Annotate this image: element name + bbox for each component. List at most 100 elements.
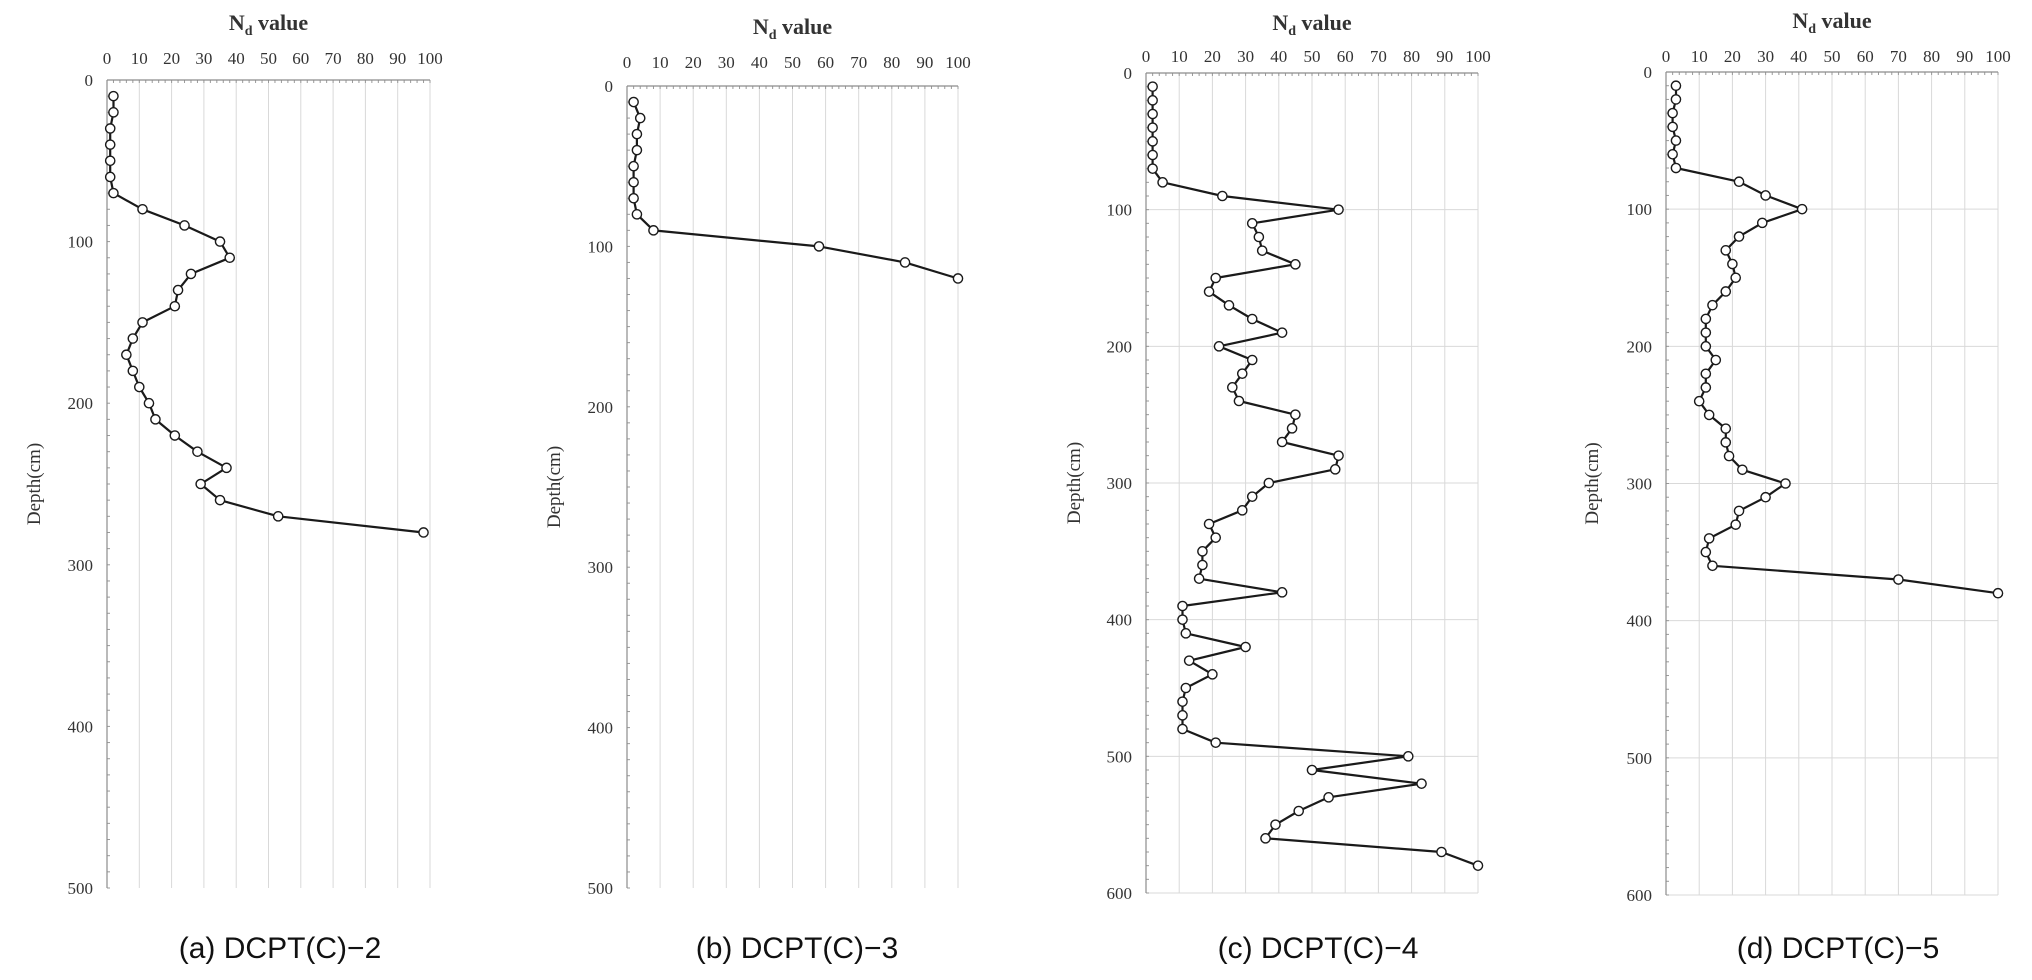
panel-caption: (b) DCPT(C)−3 xyxy=(696,932,899,965)
data-point xyxy=(1693,395,1705,407)
x-tick-label: 100 xyxy=(1465,47,1491,66)
x-axis-title-main: N xyxy=(753,14,769,39)
panel-c: 0 10 20 30 40 50 60 70 80 90 100 0 100 200 300 400 500 60… xyxy=(1064,10,1491,965)
data-point xyxy=(214,236,226,247)
y-tick-label: 0 xyxy=(1124,64,1133,83)
data-point xyxy=(1183,655,1195,666)
data-point xyxy=(1733,231,1745,242)
data-point xyxy=(1700,546,1712,558)
y-tick-label: 200 xyxy=(588,398,614,417)
x-axis-title-tail: value xyxy=(1816,8,1872,33)
x-tick-label: 80 xyxy=(1403,47,1420,66)
y-axis-title: Depth(cm) xyxy=(1064,442,1085,524)
data-point xyxy=(631,209,643,220)
data-point xyxy=(104,171,116,183)
data-point xyxy=(108,187,119,199)
data-point xyxy=(1670,135,1682,146)
data-point xyxy=(104,123,116,134)
x-tick-label: 70 xyxy=(1370,47,1387,66)
x-tick-label: 60 xyxy=(1857,47,1874,66)
data-point xyxy=(418,527,429,538)
data-point xyxy=(1177,600,1188,612)
data-point xyxy=(143,397,155,409)
data-point xyxy=(1720,286,1732,297)
y-tick-label: 500 xyxy=(588,879,614,898)
data-point xyxy=(1177,723,1188,735)
data-point xyxy=(628,96,639,108)
x-tick-label: 100 xyxy=(945,53,971,72)
data-point xyxy=(221,462,232,474)
data-point xyxy=(137,317,148,328)
x-tick-label: 20 xyxy=(1204,47,1221,66)
y-tick-label: 0 xyxy=(85,71,94,90)
data-point xyxy=(127,333,139,344)
data-point xyxy=(1177,614,1188,625)
x-axis-title: Nd value xyxy=(1272,10,1352,39)
data-point xyxy=(1670,80,1682,92)
data-point xyxy=(628,160,639,172)
data-point xyxy=(1290,259,1301,270)
data-point xyxy=(108,90,119,102)
y-tick-label: 500 xyxy=(1107,747,1133,766)
y-tick-label: 500 xyxy=(68,879,94,898)
data-point xyxy=(1723,450,1735,462)
data-point xyxy=(1760,491,1771,503)
data-point xyxy=(1667,121,1678,133)
data-point xyxy=(1147,163,1158,174)
x-tick-label: 100 xyxy=(1985,47,2011,66)
data-point xyxy=(1756,217,1768,229)
data-point xyxy=(1177,696,1188,707)
x-tick-label: 30 xyxy=(195,49,212,68)
data-point xyxy=(1147,108,1158,120)
data-point xyxy=(1670,162,1682,174)
data-point xyxy=(185,268,197,280)
data-point xyxy=(952,273,964,284)
data-point xyxy=(1700,327,1712,338)
data-point xyxy=(1730,272,1742,284)
x-tick-label: 90 xyxy=(389,49,406,68)
x-tick-label: 60 xyxy=(817,53,834,72)
data-point xyxy=(1180,682,1192,694)
data-point xyxy=(1727,258,1738,270)
data-point xyxy=(1436,846,1447,858)
data-point xyxy=(1210,737,1222,748)
x-tick-label: 80 xyxy=(883,53,900,72)
x-tick-label: 90 xyxy=(916,53,933,72)
data-point xyxy=(1236,368,1248,379)
data-point xyxy=(1667,107,1678,119)
data-point xyxy=(628,192,639,204)
data-point xyxy=(1207,669,1218,680)
data-point xyxy=(1992,587,2004,599)
y-axis-title: Depth(cm) xyxy=(544,446,565,528)
data-point xyxy=(1193,573,1205,584)
panel-caption: (c) DCPT(C)−4 xyxy=(1218,932,1419,965)
x-axis-title-tail: value xyxy=(1296,10,1352,35)
x-axis-title-sub: d xyxy=(1808,22,1816,37)
x-tick-label: 30 xyxy=(1757,47,1774,66)
x-tick-label: 50 xyxy=(784,53,801,72)
x-tick-label: 20 xyxy=(163,49,180,68)
y-tick-label: 0 xyxy=(1644,63,1653,82)
panel-b: 0 10 20 30 40 50 60 70 80 90 100 0 100 200 300 400 500 Nd… xyxy=(544,14,971,965)
data-point xyxy=(169,300,181,312)
data-point xyxy=(1707,299,1718,311)
x-axis-title-main: N xyxy=(1272,10,1288,35)
data-point xyxy=(1147,149,1158,161)
x-tick-label: 60 xyxy=(1337,47,1354,66)
x-tick-label: 20 xyxy=(685,53,702,72)
data-point xyxy=(1233,395,1245,407)
data-point xyxy=(1147,122,1158,133)
data-point xyxy=(1293,805,1305,817)
data-point xyxy=(127,365,139,377)
data-point xyxy=(1180,628,1192,639)
data-point xyxy=(1263,477,1275,489)
x-axis-title-main: N xyxy=(229,10,245,35)
series-line xyxy=(1671,85,1999,595)
x-tick-label: 90 xyxy=(1436,47,1453,66)
x-tick-label: 40 xyxy=(751,53,768,72)
data-point xyxy=(1667,148,1678,160)
data-point xyxy=(137,203,148,215)
y-axis-title: Depth(cm) xyxy=(1582,442,1603,524)
data-point xyxy=(1210,272,1222,284)
